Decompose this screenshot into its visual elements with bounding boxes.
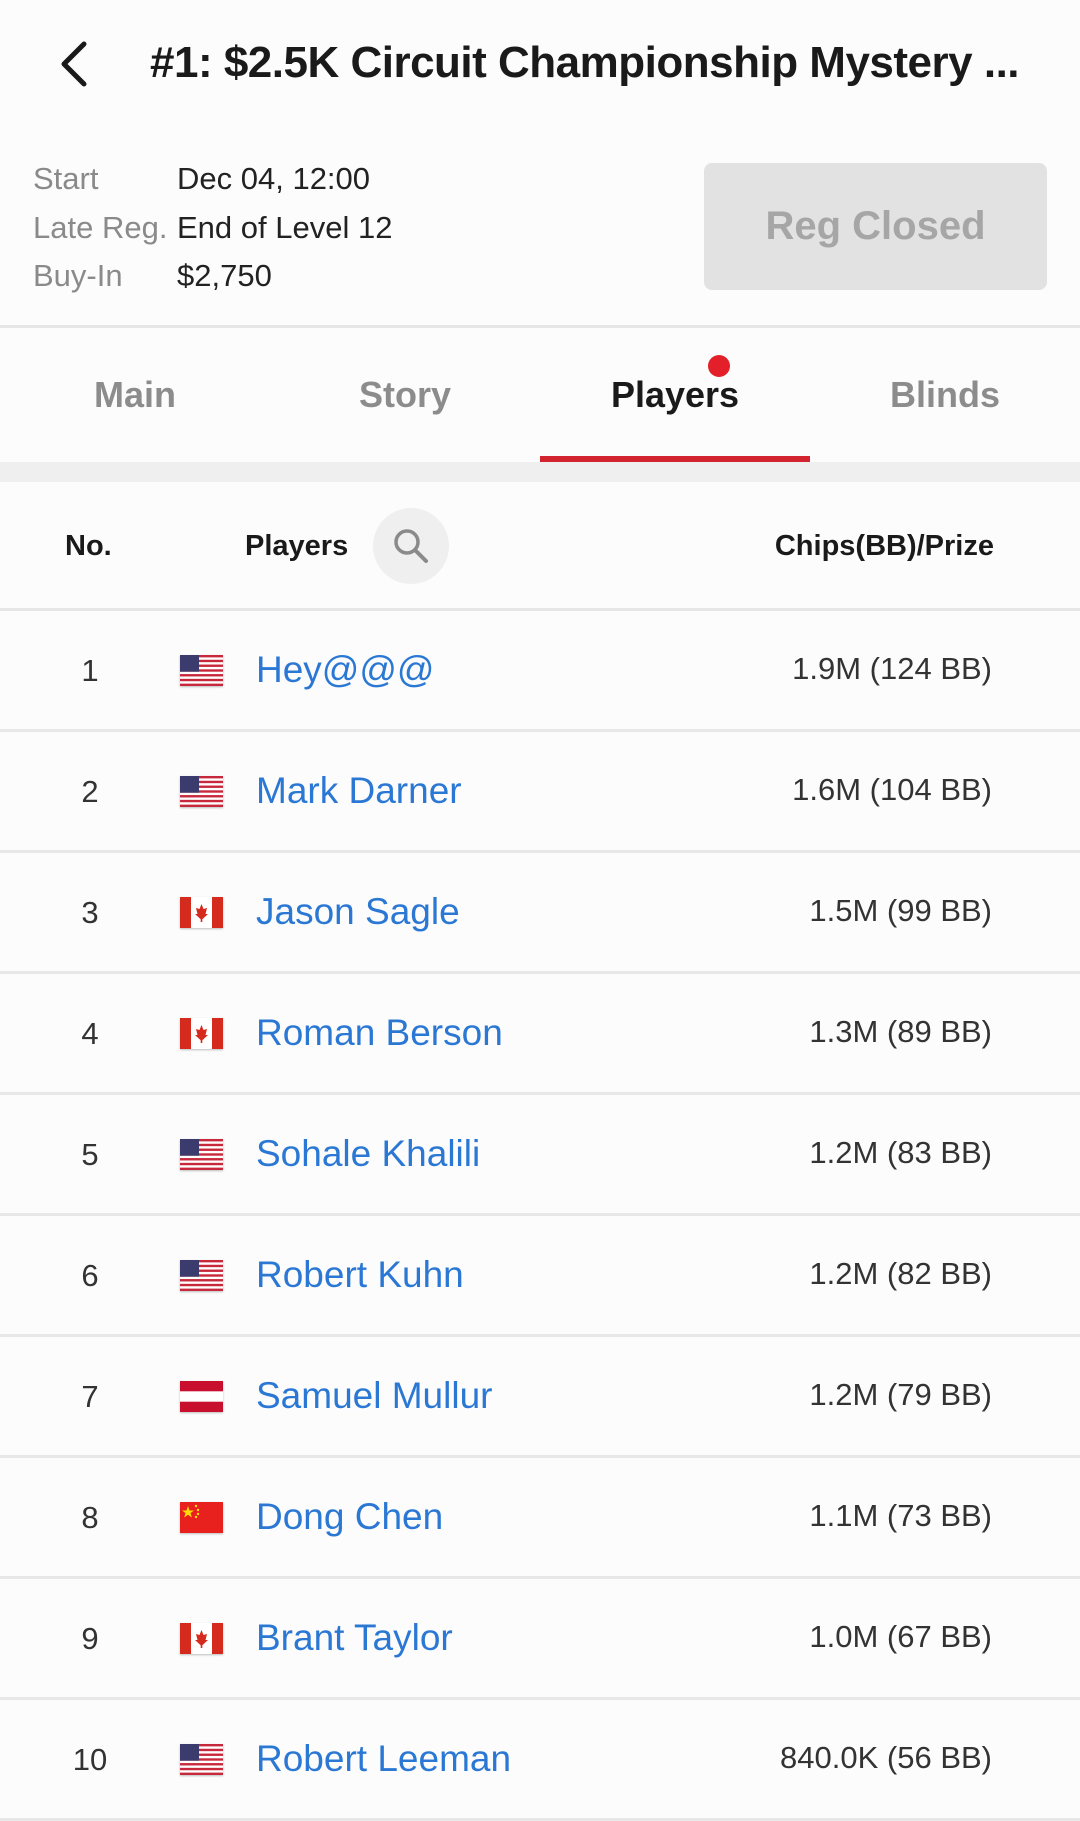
tab-players[interactable]: Players — [540, 328, 810, 462]
table-row[interactable]: 6 Robert Kuhn 1.2M (82 BB) — [0, 1216, 1080, 1337]
player-name-link[interactable]: Dong Chen — [256, 1496, 444, 1537]
china-flag-icon — [180, 1502, 223, 1533]
player-chips: 1.3M (89 BB) — [809, 1014, 992, 1049]
table-row[interactable]: 2 Mark Darner 1.6M (104 BB) — [0, 732, 1080, 853]
player-rank: 9 — [81, 1621, 99, 1656]
player-chips: 1.5M (99 BB) — [809, 893, 992, 928]
player-name-link[interactable]: Brant Taylor — [256, 1617, 453, 1658]
player-name-link[interactable]: Robert Kuhn — [256, 1254, 464, 1295]
reg-closed-button[interactable]: Reg Closed — [704, 163, 1047, 290]
page-title: #1: $2.5K Circuit Championship Mystery .… — [150, 38, 1020, 87]
info-value: $2,750 — [177, 258, 272, 293]
tab-main[interactable]: Main — [0, 328, 270, 462]
header: #1: $2.5K Circuit Championship Mystery .… — [0, 0, 1080, 130]
player-rank: 8 — [81, 1500, 99, 1535]
chevron-left-icon — [61, 41, 87, 87]
info-label: Start — [33, 161, 99, 196]
player-chips: 1.9M (124 BB) — [792, 651, 992, 686]
tab-label: Main — [93, 374, 176, 415]
player-name-link[interactable]: Hey@@@ — [256, 649, 435, 690]
table-row[interactable]: 4 Roman Berson 1.3M (89 BB) — [0, 974, 1080, 1095]
player-rank: 6 — [81, 1258, 99, 1293]
us-flag-icon — [180, 776, 223, 807]
player-name-link[interactable]: Mark Darner — [256, 770, 462, 811]
table-row[interactable]: 9 Brant Taylor 1.0M (67 BB) — [0, 1579, 1080, 1700]
table-row[interactable]: 1 Hey@@@ 1.9M (124 BB) — [0, 611, 1080, 732]
table-row[interactable]: 7 Samuel Mullur 1.2M (79 BB) — [0, 1337, 1080, 1458]
info-label: Late Reg. — [33, 209, 168, 245]
us-flag-icon — [180, 1139, 223, 1170]
table-row[interactable]: 8 Dong Chen 1.1M (73 BB) — [0, 1458, 1080, 1579]
player-rank: 3 — [81, 895, 99, 930]
us-flag-icon — [180, 1260, 223, 1291]
tab-story[interactable]: Story — [270, 328, 730, 462]
player-chips: 1.2M (83 BB) — [809, 1135, 992, 1170]
column-chips: Chips(BB)/Prize — [774, 530, 994, 562]
player-chips: 1.6M (104 BB) — [792, 772, 992, 807]
notification-dot — [708, 355, 730, 377]
us-flag-icon — [180, 655, 223, 686]
divider — [0, 325, 1080, 328]
tab-bar: Main Story Players Blinds — [0, 328, 1080, 462]
canada-flag-icon — [180, 1018, 223, 1049]
table-row[interactable]: 5 Sohale Khalili 1.2M (83 BB) — [0, 1095, 1080, 1216]
player-name-link[interactable]: Sohale Khalili — [256, 1133, 481, 1174]
canada-flag-icon — [180, 1623, 223, 1654]
table-row[interactable]: 3 Jason Sagle 1.5M (99 BB) — [0, 853, 1080, 974]
back-button[interactable] — [52, 36, 102, 92]
tab-label: Players — [610, 374, 740, 415]
us-flag-icon — [180, 1744, 223, 1775]
player-rank: 7 — [81, 1379, 99, 1414]
search-button[interactable] — [373, 508, 449, 584]
column-players: Players — [245, 530, 349, 562]
table-row[interactable]: 10 Robert Leeman 840.0K (56 BB) — [0, 1700, 1080, 1821]
player-chips: 1.2M (79 BB) — [809, 1377, 992, 1412]
tournament-info: Start Dec 04, 12:00 Late Reg. End of Level… — [33, 155, 392, 301]
player-name-link[interactable]: Roman Berson — [256, 1012, 503, 1053]
austria-flag-icon — [180, 1381, 223, 1412]
tab-blinds[interactable]: Blinds — [810, 328, 1080, 462]
divider — [0, 462, 1080, 482]
player-chips: 840.0K (56 BB) — [780, 1740, 992, 1775]
tab-label: Story — [358, 374, 452, 415]
player-rank: 4 — [81, 1016, 99, 1051]
player-rank: 2 — [81, 774, 99, 809]
player-name-link[interactable]: Jason Sagle — [256, 891, 460, 932]
info-value: End of Level 12 — [177, 209, 393, 245]
canada-flag-icon — [180, 897, 223, 928]
table-header: No. Players Chips(BB)/Prize — [0, 482, 1080, 611]
tab-label: Blinds — [889, 374, 1000, 415]
player-name-link[interactable]: Robert Leeman — [256, 1738, 512, 1779]
info-label: Buy-In — [33, 258, 123, 293]
player-name-link[interactable]: Samuel Mullur — [256, 1375, 493, 1416]
info-value: Dec 04, 12:00 — [177, 161, 371, 196]
player-chips: 1.0M (67 BB) — [809, 1619, 992, 1654]
player-rank: 5 — [81, 1137, 99, 1172]
player-rank: 1 — [81, 653, 99, 688]
player-chips: 1.2M (82 BB) — [809, 1256, 992, 1291]
column-no: No. — [65, 530, 112, 562]
player-chips: 1.1M (73 BB) — [809, 1498, 992, 1533]
search-icon — [394, 529, 428, 563]
player-rank: 10 — [72, 1742, 108, 1777]
